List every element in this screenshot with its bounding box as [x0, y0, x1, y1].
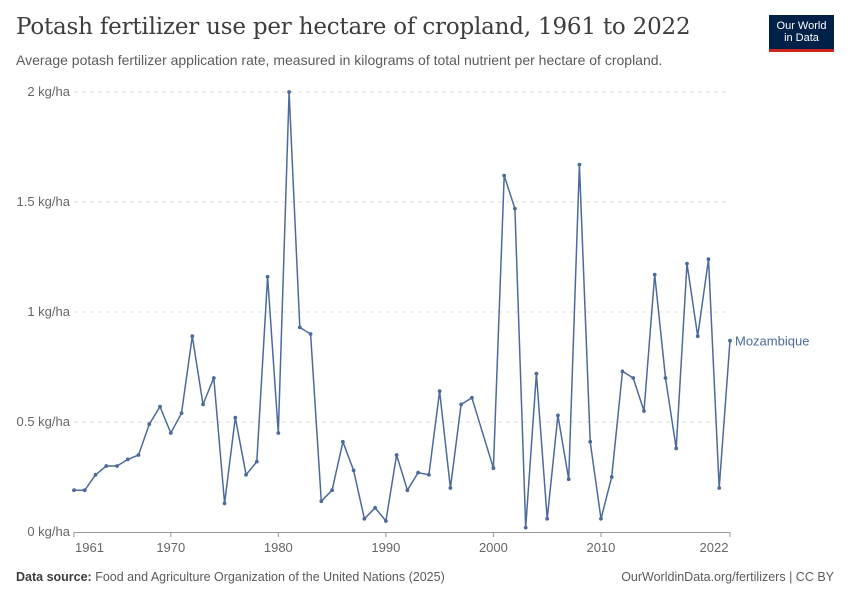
x-tick-label: 2010	[586, 540, 615, 555]
data-point	[190, 334, 195, 339]
data-point	[502, 173, 507, 178]
data-point	[351, 468, 356, 473]
y-tick-label: 0 kg/ha	[27, 524, 70, 539]
data-point	[319, 499, 324, 504]
data-point	[394, 453, 399, 457]
data-point	[437, 389, 442, 394]
data-point	[136, 453, 141, 457]
chart-subtitle: Average potash fertilizer application ra…	[16, 52, 663, 68]
data-point	[695, 334, 700, 339]
y-tick-label: 0.5 kg/ha	[17, 414, 71, 429]
data-point	[233, 415, 238, 420]
data-point	[566, 477, 571, 482]
data-point	[728, 338, 732, 343]
x-tick-label: 2000	[479, 540, 508, 555]
owid-logo[interactable]: Our World in Data	[769, 15, 834, 52]
data-point	[201, 402, 205, 407]
data-point	[426, 472, 431, 477]
x-tick-label: 2022	[700, 540, 729, 555]
y-tick-label: 1.5 kg/ha	[17, 194, 71, 209]
data-point	[276, 431, 281, 435]
logo-line-2: in Data	[784, 32, 819, 44]
source-link[interactable]: OurWorldinData.org/fertilizers	[621, 570, 786, 584]
data-point	[523, 525, 528, 530]
data-point	[448, 486, 453, 490]
logo-line-1: Our World	[776, 20, 827, 32]
chart-title: Potash fertilizer use per hectare of cro…	[16, 14, 691, 40]
data-point	[685, 261, 689, 266]
data-point	[717, 486, 722, 490]
data-point	[405, 488, 410, 493]
data-point	[168, 431, 173, 435]
data-point	[265, 274, 270, 279]
data-point	[642, 409, 646, 413]
data-point	[588, 439, 593, 444]
license-text: CC BY	[795, 570, 834, 584]
data-point	[72, 488, 76, 493]
x-tick-label: 1980	[264, 540, 293, 555]
data-point	[330, 488, 334, 493]
data-source-label: Data source:	[16, 570, 92, 584]
x-tick-label: 1970	[156, 540, 185, 555]
data-point	[663, 376, 668, 380]
data-point	[125, 457, 130, 462]
series-label: Mozambique	[735, 334, 809, 349]
data-point	[609, 475, 614, 479]
data-point	[115, 464, 119, 468]
data-point	[459, 402, 464, 407]
data-point	[158, 404, 162, 409]
data-point	[491, 466, 496, 471]
data-point	[577, 162, 582, 167]
data-point	[179, 411, 184, 416]
data-point	[93, 472, 98, 477]
data-point	[383, 519, 388, 523]
footer-separator: |	[785, 570, 796, 584]
x-tick-label: 1990	[371, 540, 400, 555]
data-point	[706, 257, 711, 262]
data-point	[631, 376, 636, 380]
data-point	[297, 325, 302, 330]
footer-links: OurWorldinData.org/fertilizers | CC BY	[621, 570, 834, 584]
data-point	[620, 369, 625, 374]
data-point	[362, 516, 367, 521]
data-point	[104, 464, 109, 468]
data-point	[470, 395, 474, 400]
data-point	[556, 413, 560, 418]
y-tick-label: 2 kg/ha	[27, 84, 70, 99]
data-point	[674, 446, 679, 451]
x-tick-label: 1961	[75, 540, 104, 555]
data-source-text: Food and Agriculture Organization of the…	[95, 570, 445, 584]
series-line-mozambique	[74, 91, 731, 529]
data-point	[545, 516, 550, 521]
data-point	[244, 472, 248, 477]
data-point	[82, 488, 87, 493]
y-tick-label: 1 kg/ha	[27, 304, 70, 319]
data-point	[287, 90, 291, 94]
data-point	[599, 516, 603, 521]
data-point	[340, 439, 345, 444]
data-point	[416, 470, 421, 475]
data-point	[147, 422, 152, 427]
data-point	[222, 501, 227, 506]
data-point	[534, 371, 539, 376]
data-point	[211, 376, 216, 380]
data-point	[308, 332, 313, 336]
data-source: Data source: Food and Agriculture Organi…	[16, 570, 445, 584]
data-point	[513, 206, 517, 211]
data-point	[373, 505, 378, 510]
data-point	[254, 459, 259, 464]
data-point	[652, 272, 657, 277]
